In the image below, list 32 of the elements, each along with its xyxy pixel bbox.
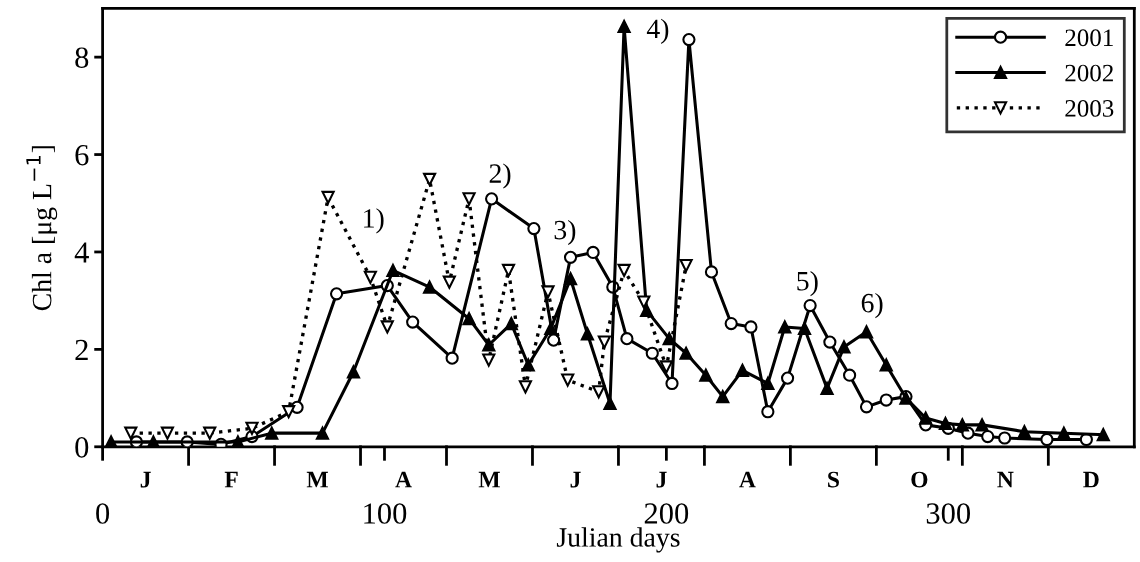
x-tick-label: 100 bbox=[364, 503, 407, 524]
text: J bbox=[140, 471, 151, 488]
text: A bbox=[395, 471, 412, 488]
text: M bbox=[306, 471, 328, 488]
x-tick-label: 200 bbox=[644, 503, 689, 524]
y-tick-label: 8 bbox=[75, 47, 89, 69]
text: J bbox=[656, 471, 667, 488]
annotation: 6) bbox=[861, 292, 883, 319]
legend-label: 2001 bbox=[1065, 29, 1113, 47]
annotation: 3) bbox=[554, 219, 576, 246]
text: F bbox=[224, 471, 238, 488]
y-tick-label: 4 bbox=[74, 242, 89, 263]
annotation: 2) bbox=[489, 163, 511, 189]
text: M bbox=[478, 471, 500, 488]
legend-label: 2002 bbox=[1065, 64, 1113, 82]
annotation: 1) bbox=[364, 208, 384, 234]
text: N bbox=[997, 471, 1014, 488]
x-tick-label: 300 bbox=[926, 503, 971, 524]
y-tick-label: 2 bbox=[75, 339, 88, 360]
x-tick-label: 0 bbox=[96, 503, 110, 524]
annotation: 5) bbox=[797, 271, 818, 297]
legend-label: 2003 bbox=[1065, 99, 1114, 117]
y-tick-label: 0 bbox=[75, 437, 89, 458]
y-tick-label: 6 bbox=[75, 144, 89, 166]
text: J bbox=[570, 471, 581, 488]
text: D bbox=[1083, 471, 1099, 488]
text: A bbox=[739, 471, 756, 488]
y-axis-title: Chl a [μg L$^{−1}$] bbox=[26, 146, 58, 311]
text: O bbox=[911, 471, 928, 488]
text: S bbox=[828, 471, 839, 488]
annotation: 4) bbox=[646, 18, 669, 44]
x-axis-title: Julian days bbox=[556, 527, 680, 553]
